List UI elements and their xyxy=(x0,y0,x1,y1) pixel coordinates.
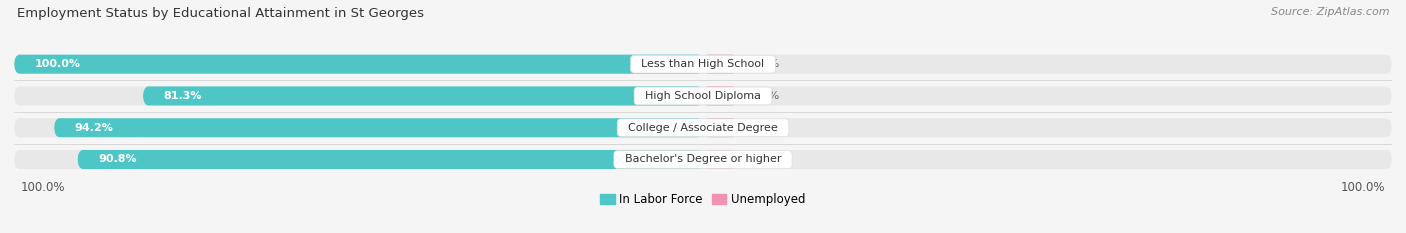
FancyBboxPatch shape xyxy=(14,86,1392,106)
Text: 81.3%: 81.3% xyxy=(163,91,202,101)
FancyBboxPatch shape xyxy=(14,150,1392,169)
Text: High School Diploma: High School Diploma xyxy=(638,91,768,101)
Text: Source: ZipAtlas.com: Source: ZipAtlas.com xyxy=(1271,7,1389,17)
Text: Employment Status by Educational Attainment in St Georges: Employment Status by Educational Attainm… xyxy=(17,7,423,20)
Legend: In Labor Force, Unemployed: In Labor Force, Unemployed xyxy=(596,188,810,211)
Text: 100.0%: 100.0% xyxy=(21,181,66,194)
FancyBboxPatch shape xyxy=(703,150,738,169)
FancyBboxPatch shape xyxy=(703,86,738,106)
FancyBboxPatch shape xyxy=(77,150,703,169)
Text: 100.0%: 100.0% xyxy=(1340,181,1385,194)
Text: Less than High School: Less than High School xyxy=(634,59,772,69)
Text: College / Associate Degree: College / Associate Degree xyxy=(621,123,785,133)
Text: 90.8%: 90.8% xyxy=(98,154,136,164)
Text: 0.0%: 0.0% xyxy=(751,154,779,164)
Text: 94.2%: 94.2% xyxy=(75,123,114,133)
FancyBboxPatch shape xyxy=(703,55,738,74)
Text: 0.0%: 0.0% xyxy=(751,123,779,133)
FancyBboxPatch shape xyxy=(143,86,703,106)
FancyBboxPatch shape xyxy=(53,118,703,137)
Text: 0.0%: 0.0% xyxy=(751,59,779,69)
FancyBboxPatch shape xyxy=(14,118,1392,137)
FancyBboxPatch shape xyxy=(703,118,738,137)
Text: Bachelor's Degree or higher: Bachelor's Degree or higher xyxy=(617,154,789,164)
FancyBboxPatch shape xyxy=(14,55,1392,74)
Text: 100.0%: 100.0% xyxy=(35,59,80,69)
FancyBboxPatch shape xyxy=(14,55,703,74)
Text: 0.0%: 0.0% xyxy=(751,91,779,101)
